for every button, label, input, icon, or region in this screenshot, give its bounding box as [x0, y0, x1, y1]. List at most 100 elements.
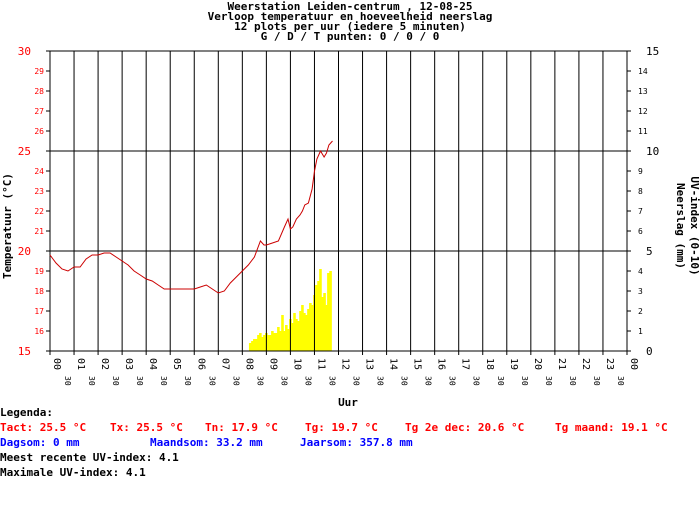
x-tick-label: 12 [340, 358, 351, 370]
x-half-tick-label: 30 [207, 376, 216, 386]
y-right-tick-label: 0 [646, 345, 653, 358]
legend-tg: Tg: 19.7 °C [305, 421, 378, 434]
y-right-tick-label: 14 [638, 67, 648, 76]
y-right-tick-label: 9 [638, 167, 643, 176]
y-left-tick-label: 27 [34, 107, 44, 116]
x-half-tick-label: 30 [303, 376, 312, 386]
legend-uv-max: Maximale UV-index: 4.1 [0, 466, 146, 479]
uv-bar [291, 323, 294, 351]
x-half-tick-label: 30 [279, 376, 288, 386]
uv-bar [293, 313, 296, 351]
x-half-tick-label: 30 [327, 376, 336, 386]
legend-tact: Tact: 25.5 °C [0, 421, 87, 434]
x-tick-label: 02 [99, 358, 110, 370]
legend-dagsom: Dagsom: 0 mm [0, 436, 80, 449]
y-right-tick-label: 13 [638, 87, 648, 96]
y-left-tick-label: 17 [34, 307, 44, 316]
uv-bar [248, 343, 252, 351]
y-right-tick-label: 15 [646, 45, 659, 58]
legend-maandsom: Maandsom: 33.2 mm [150, 436, 263, 449]
x-tick-label: 08 [243, 358, 254, 370]
chart-plots-info: 12 plots per uur (iedere 5 minuten) [234, 20, 466, 33]
x-tick-labels: 0030013002300330043005300630073008300930… [49, 351, 639, 386]
legend-tn: Tn: 17.9 °C [205, 421, 278, 434]
x-half-tick-label: 30 [592, 376, 601, 386]
uv-bar [277, 327, 280, 351]
y-right-tick-label: 2 [638, 307, 643, 316]
x-half-tick-label: 30 [352, 376, 361, 386]
x-tick-label: 23 [604, 358, 615, 370]
x-tick-label: 16 [436, 358, 447, 370]
uv-bar [285, 325, 288, 351]
x-half-tick-label: 30 [135, 376, 144, 386]
legend-tg-maand: Tg maand: 19.1 °C [555, 421, 668, 434]
x-half-tick-label: 30 [496, 376, 505, 386]
x-half-tick-label: 30 [111, 376, 120, 386]
y-left-tick-label: 20 [18, 245, 31, 258]
chart-subtitle: Verloop temperatuur en hoeveelheid neers… [207, 10, 493, 23]
temperature-line [49, 140, 333, 294]
x-half-tick-label: 30 [424, 376, 433, 386]
x-tick-label: 13 [364, 358, 375, 370]
y-axis-right-label-precip: Neerslag (mm) [674, 183, 687, 269]
y-left-tick-label: 22 [34, 207, 44, 216]
uv-bar [305, 315, 308, 351]
x-half-tick-label: 30 [231, 376, 240, 386]
x-tick-label: 10 [291, 358, 302, 370]
uv-bar [297, 321, 300, 351]
uv-bar [281, 315, 284, 351]
y-right-tick-label: 1 [638, 327, 643, 336]
y-right-tick-label: 3 [638, 287, 643, 296]
x-tick-label: 19 [508, 358, 519, 370]
uv-bar [251, 341, 254, 351]
x-half-tick-label: 30 [568, 376, 577, 386]
y-left-tick-label: 16 [34, 327, 44, 336]
y-left-tick-label: 21 [34, 227, 44, 236]
x-tick-label: 11 [315, 358, 326, 370]
y-left-tick-label: 28 [34, 87, 44, 96]
uv-bar [257, 335, 260, 351]
uv-bar [319, 269, 322, 351]
uv-bar [260, 337, 264, 351]
y-right-tick-label: 12 [638, 107, 648, 116]
y-left-tick-label: 19 [34, 267, 44, 276]
y-right-tick-label: 10 [646, 145, 659, 158]
uv-bar [311, 305, 314, 351]
x-tick-label: 20 [532, 358, 543, 370]
x-tick-label: 00 [51, 358, 62, 370]
x-tick-label: 00 [628, 358, 639, 370]
uv-bar [253, 339, 256, 351]
legend-jaarsom: Jaarsom: 357.8 mm [300, 436, 413, 449]
uv-bar [315, 285, 318, 351]
uv-bar [254, 339, 258, 351]
y-right-tick-label: 7 [638, 207, 643, 216]
x-tick-label: 04 [147, 358, 158, 370]
uv-bar [307, 309, 310, 351]
uv-bar [259, 333, 262, 351]
uv-bar [266, 335, 270, 351]
x-tick-label: 05 [171, 358, 182, 370]
y-left-tick-label: 23 [34, 187, 44, 196]
y-left-tick-label: 18 [34, 287, 44, 296]
uv-bar [321, 297, 324, 351]
y-left-tick-label: 29 [34, 67, 44, 76]
legend-tx: Tx: 25.5 °C [110, 421, 183, 434]
uv-bar [317, 281, 320, 351]
x-tick-label: 15 [412, 358, 423, 370]
chart-title: Weerstation Leiden-centrum , 12-08-25 [227, 0, 473, 13]
x-half-tick-label: 30 [63, 376, 72, 386]
y-right-tick-label: 6 [638, 227, 643, 236]
uv-bar [309, 303, 312, 351]
y-left-tick-label: 30 [18, 45, 31, 58]
x-tick-label: 03 [123, 358, 134, 370]
y-axis-right-label-uv: UV-index (0-10) [688, 176, 700, 275]
x-tick-label: 21 [556, 358, 567, 370]
x-tick-label: 06 [195, 358, 206, 370]
y-axis-left-label: Temperatuur (°C) [1, 173, 14, 279]
uv-bar [287, 329, 290, 351]
uv-bar [323, 293, 326, 351]
x-tick-label: 18 [484, 358, 495, 370]
